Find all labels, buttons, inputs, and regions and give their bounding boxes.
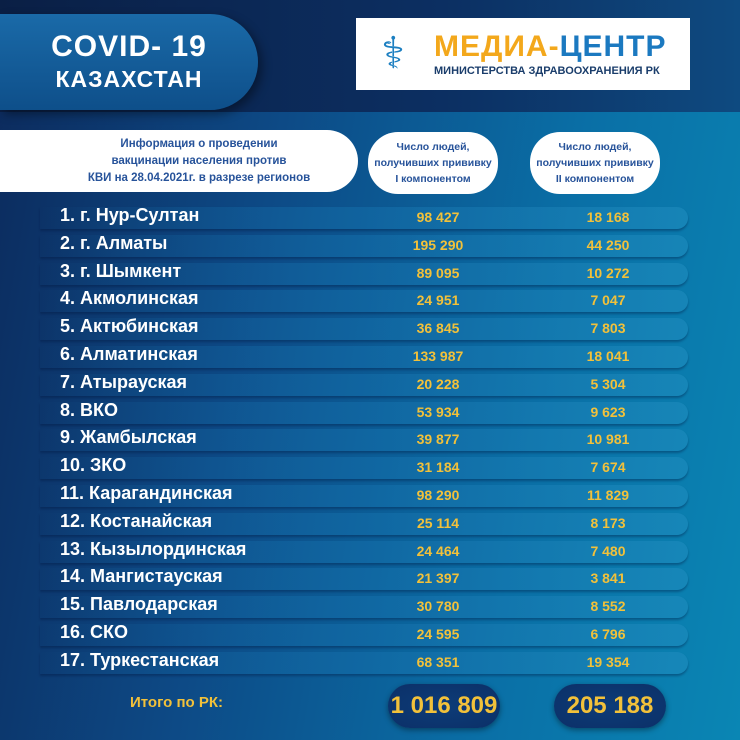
second-dose-count: 9 623	[590, 403, 626, 420]
second-dose-count: 8 173	[590, 514, 626, 531]
second-dose-count: 7 803	[590, 320, 626, 337]
column-header-line: I компонентом	[395, 173, 471, 185]
region-name: 11. Карагандинская	[60, 483, 233, 503]
region-name: 1. г. Нур-Султан	[60, 205, 200, 225]
second-dose-count: 44 250	[586, 236, 630, 253]
column-header-second-dose: Число людей, получивших прививку II комп…	[530, 132, 660, 194]
first-dose-count: 30 780	[416, 598, 460, 615]
second-dose-count: 5 304	[590, 375, 626, 392]
second-dose-count: 10 272	[586, 264, 630, 281]
table-row: 14. Мангистауская 21 397 3 841	[40, 566, 688, 591]
column-header-line: II компонентом	[555, 173, 635, 185]
first-dose-count: 98 290	[416, 487, 460, 503]
region-name: 2. г. Алматы	[60, 232, 168, 253]
info-line: Информация о проведении	[120, 138, 278, 150]
table-row: 10. ЗКО 31 184 7 674	[40, 455, 688, 480]
table-row: 4. Акмолинская 24 951 7 047	[40, 288, 688, 313]
logo-subtitle: МИНИСТЕРСТВА ЗДРАВООХРАНЕНИЯ РК	[434, 65, 660, 77]
region-name: 3. г. Шымкент	[60, 260, 182, 281]
table-row: 6. Алматинская 133 987 18 041	[40, 344, 688, 368]
total-first-dose: 1 016 809	[388, 684, 500, 728]
region-name: 13. Кызылординская	[60, 538, 247, 559]
first-dose-count: 24 951	[416, 292, 460, 309]
region-name: 5. Актюбинская	[60, 316, 199, 337]
column-header-line: Число людей,	[396, 141, 470, 153]
first-dose-count: 31 184	[416, 459, 460, 476]
table-row: 2. г. Алматы 195 290 44 250	[40, 232, 688, 257]
region-name: 16. СКО	[60, 622, 129, 642]
info-line: вакцинации населения против	[111, 155, 287, 167]
table-row: 12. Костанайская 25 114 8 173	[40, 510, 688, 535]
first-dose-count: 36 845	[416, 320, 460, 337]
first-dose-count: 68 351	[416, 653, 460, 670]
first-dose-count: 24 595	[416, 626, 460, 642]
first-dose-count: 21 397	[416, 570, 460, 587]
region-name: 4. Акмолинская	[60, 288, 199, 309]
title-block: COVID- 19 КАЗАХСТАН	[0, 14, 258, 110]
info-heading: Информация о проведении вакцинации насел…	[0, 130, 358, 192]
second-dose-count: 19 354	[586, 653, 630, 670]
table-row: 1. г. Нур-Султан 98 427 18 168	[40, 205, 688, 229]
first-dose-count: 20 228	[416, 375, 460, 392]
region-name: 9. Жамбылская	[60, 427, 197, 448]
region-name: 17. Туркестанская	[60, 649, 220, 670]
table-row: 3. г. Шымкент 89 095 10 272	[40, 260, 688, 285]
second-dose-count: 7 480	[590, 542, 626, 559]
title-line2: КАЗАХСТАН	[55, 66, 203, 92]
first-dose-count: 133 987	[412, 348, 464, 364]
title-line1: COVID- 19	[51, 30, 207, 63]
first-dose-count: 89 095	[416, 264, 460, 281]
table-row: 15. Павлодарская 30 780 8 552	[40, 594, 688, 619]
media-center-logo: ⚕ МЕДИА-ЦЕНТР МИНИСТЕРСТВА ЗДРАВООХРАНЕН…	[356, 18, 690, 90]
column-header-line: получивших прививку	[374, 157, 492, 169]
column-header-line: получивших прививку	[536, 157, 654, 169]
total-second-dose: 205 188	[554, 684, 666, 728]
second-dose-count: 10 981	[586, 431, 630, 448]
second-dose-count: 18 168	[586, 209, 630, 225]
region-name: 12. Костанайская	[60, 510, 213, 531]
region-name: 14. Мангистауская	[60, 566, 223, 587]
table-row: 11. Карагандинская 98 290 11 829	[40, 483, 688, 507]
region-name: 15. Павлодарская	[60, 594, 218, 615]
logo-name-part2: ЦЕНТР	[559, 30, 667, 63]
logo-name: МЕДИА-ЦЕНТР	[434, 31, 667, 63]
table-row: 13. Кызылординская 24 464 7 480	[40, 538, 688, 563]
first-dose-count: 53 934	[416, 403, 460, 420]
first-dose-count: 195 290	[412, 236, 464, 253]
info-line: КВИ на 28.04.2021г. в разрезе регионов	[87, 172, 311, 184]
second-dose-count: 6 796	[590, 626, 626, 642]
second-dose-count: 8 552	[590, 598, 626, 615]
first-dose-count: 25 114	[416, 514, 460, 531]
table-row: 9. Жамбылская 39 877 10 981	[40, 427, 688, 452]
second-dose-count: 7 674	[590, 459, 626, 476]
column-header-line: Число людей,	[558, 141, 632, 153]
column-header-first-dose: Число людей, получивших прививку I компо…	[368, 132, 498, 194]
second-dose-count: 3 841	[590, 570, 626, 587]
region-name: 8. ВКО	[60, 399, 118, 420]
logo-name-part1: МЕДИА-	[434, 30, 560, 63]
second-dose-count: 7 047	[590, 292, 626, 309]
first-dose-count: 39 877	[416, 431, 460, 448]
first-dose-count: 24 464	[416, 542, 460, 559]
table-row: 5. Актюбинская 36 845 7 803	[40, 316, 688, 341]
total-label: Итого по РК:	[130, 694, 224, 711]
region-name: 10. ЗКО	[60, 455, 127, 476]
region-name: 7. Атырауская	[60, 371, 188, 392]
first-dose-count: 98 427	[416, 209, 460, 225]
table-row: 7. Атырауская 20 228 5 304	[40, 371, 688, 396]
table-row: 16. СКО 24 595 6 796	[40, 622, 688, 646]
table-row: 17. Туркестанская 68 351 19 354	[40, 649, 688, 674]
caduceus-icon: ⚕	[381, 28, 405, 79]
table-row: 8. ВКО 53 934 9 623	[40, 399, 688, 424]
region-name: 6. Алматинская	[60, 344, 198, 364]
second-dose-count: 11 829	[586, 487, 630, 503]
second-dose-count: 18 041	[586, 348, 630, 364]
